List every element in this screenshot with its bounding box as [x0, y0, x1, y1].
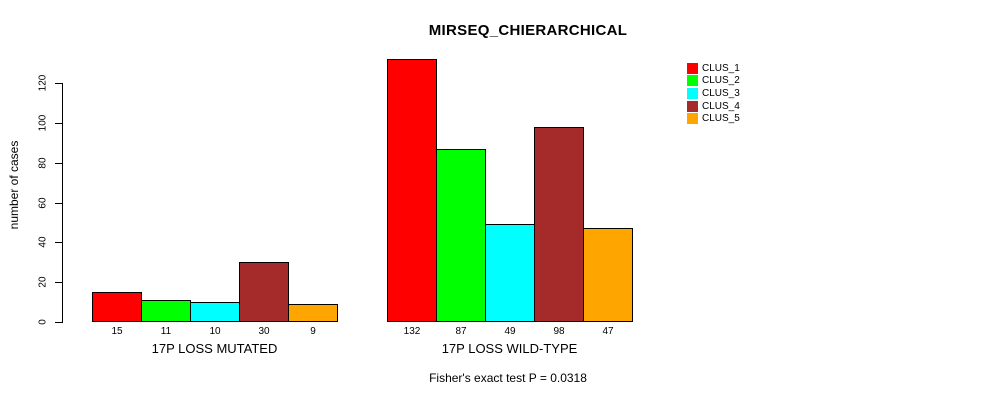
y-tick-label: 20 [37, 276, 49, 288]
bar-value-label: 9 [310, 326, 316, 337]
bar-value-label: 11 [160, 326, 172, 337]
bar-clus_1-group1 [92, 292, 142, 322]
legend-label: CLUS_2 [702, 75, 740, 87]
bar-value-label: 15 [111, 326, 123, 337]
bar-value-label: 49 [504, 326, 516, 337]
bar-clus_1-group2 [387, 59, 437, 322]
chart-title: MIRSEQ_CHIERARCHICAL [428, 22, 628, 39]
y-tick-mark [55, 163, 62, 164]
y-tick-label: 0 [37, 319, 49, 325]
bar-clus_5-group2 [583, 228, 633, 322]
legend-swatch-icon [687, 62, 698, 74]
bar-clus_4-group1 [239, 262, 289, 322]
group-label: 17P LOSS MUTATED [151, 341, 278, 356]
legend-swatch-icon [687, 113, 698, 125]
legend-item: CLUS_5 [687, 112, 740, 125]
bar-clus_5-group1 [288, 304, 338, 322]
legend-label: CLUS_4 [702, 100, 740, 112]
bar-value-label: 10 [209, 326, 221, 337]
legend-item: CLUS_3 [687, 87, 740, 100]
y-tick-mark [55, 203, 62, 204]
legend-swatch-icon [687, 87, 698, 99]
bar-value-label: 87 [455, 326, 467, 337]
legend: CLUS_1 CLUS_2 CLUS_3 CLUS_4 CLUS_5 [687, 62, 740, 125]
y-tick-mark [55, 282, 62, 283]
legend-item: CLUS_1 [687, 62, 740, 75]
y-tick-mark [55, 83, 62, 84]
bar-value-label: 98 [553, 326, 565, 337]
y-tick-label: 120 [37, 74, 49, 92]
y-tick-mark [55, 123, 62, 124]
bar-clus_3-group1 [190, 302, 240, 322]
legend-label: CLUS_1 [702, 62, 740, 74]
bar-clus_2-group1 [141, 300, 191, 322]
bar-value-label: 30 [258, 326, 270, 337]
legend-swatch-icon [687, 100, 698, 112]
legend-label: CLUS_5 [702, 113, 740, 125]
bar-value-label: 47 [602, 326, 614, 337]
y-tick-label: 100 [37, 114, 49, 132]
legend-label: CLUS_3 [702, 87, 740, 99]
bar-clus_2-group2 [436, 149, 486, 322]
legend-item: CLUS_4 [687, 100, 740, 113]
legend-item: CLUS_2 [687, 75, 740, 88]
bar-value-label: 132 [403, 326, 421, 337]
bar-clus_4-group2 [534, 127, 584, 322]
bar-clus_3-group2 [485, 224, 535, 322]
y-tick-label: 40 [37, 236, 49, 248]
y-axis-line [62, 83, 63, 323]
group-label: 17P LOSS WILD-TYPE [441, 341, 578, 356]
y-axis-title: number of cases [7, 140, 21, 230]
y-tick-mark [55, 242, 62, 243]
y-tick-label: 80 [37, 157, 49, 169]
y-tick-mark [55, 322, 62, 323]
stat-test-footnote: Fisher's exact test P = 0.0318 [429, 371, 587, 385]
legend-swatch-icon [687, 75, 698, 87]
y-tick-label: 60 [37, 197, 49, 209]
